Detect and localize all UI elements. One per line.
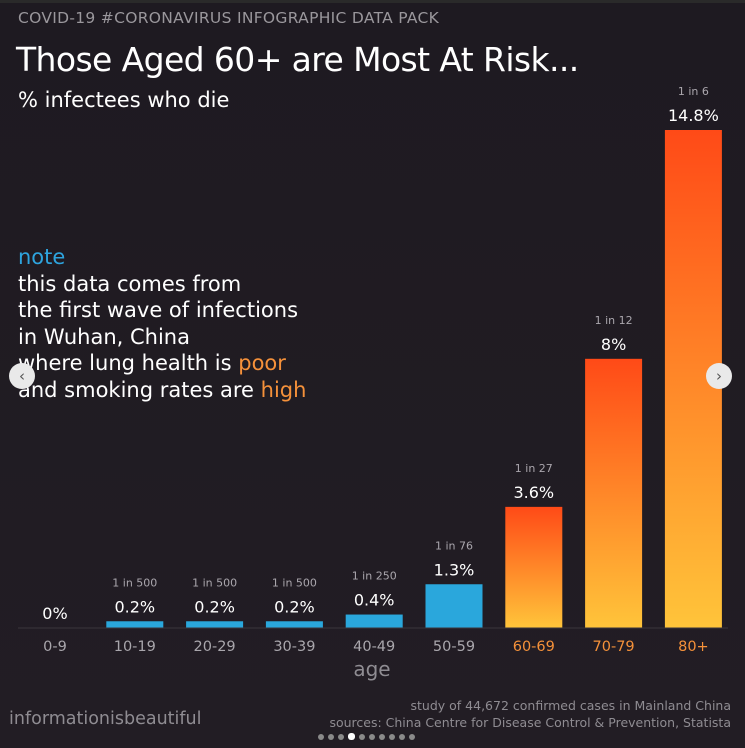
- note-accent-poor: poor: [238, 351, 286, 375]
- bar-30-39: [265, 621, 323, 628]
- bars-layer: 0% 0-9 0.2% 1 in 500 10-19 0.2% 1 in 500 20-29 0…: [42, 85, 722, 655]
- pagination-dot[interactable]: [348, 733, 355, 740]
- note-line-4: where lung health is poor: [18, 350, 306, 377]
- x-tick-label-50-59: 50-59: [433, 639, 475, 655]
- value-label-40-49: 0.4%: [354, 591, 395, 610]
- bar-70-79: [585, 358, 643, 628]
- ratio-label-70-79: 1 in 12: [595, 314, 633, 327]
- next-slide-button[interactable]: ›: [706, 363, 732, 389]
- note-accent-high: high: [260, 377, 307, 402]
- pagination-dot[interactable]: [409, 733, 415, 740]
- ratio-label-40-49: 1 in 250: [352, 570, 397, 583]
- pagination-dot[interactable]: [328, 733, 334, 740]
- ratio-label-20-29: 1 in 500: [192, 576, 237, 589]
- x-tick-label-30-39: 30-39: [273, 639, 315, 655]
- page-title: Those Aged 60+ are Most At Risk...: [16, 40, 579, 79]
- ratio-label-60-69: 1 in 27: [515, 462, 553, 475]
- header-kicker: COVID-19 #CORONAVIRUS INFOGRAPHIC DATA P…: [18, 9, 440, 27]
- x-tick-label-70-79: 70-79: [593, 639, 635, 655]
- value-label-30-39: 0.2%: [274, 597, 315, 616]
- pagination-dot[interactable]: [359, 733, 365, 740]
- pagination-dot[interactable]: [369, 733, 375, 740]
- footnote: study of 44,672 confirmed cases in Mainl…: [329, 697, 731, 731]
- bar-50-59: [425, 584, 483, 628]
- ratio-label-30-39: 1 in 500: [272, 576, 317, 589]
- value-label-60-69: 3.6%: [513, 483, 554, 502]
- value-label-80+: 14.8%: [668, 106, 719, 125]
- previous-slide-button[interactable]: ‹: [9, 363, 35, 389]
- bar-10-19: [106, 621, 164, 628]
- note-line-5-text: and smoking rates are: [18, 377, 261, 402]
- value-label-10-19: 0.2%: [114, 597, 155, 616]
- chevron-right-icon: ›: [716, 367, 722, 385]
- chevron-left-icon: ‹: [19, 367, 25, 385]
- pagination-dot[interactable]: [379, 733, 385, 740]
- note-line-4-text: where lung health is: [18, 351, 239, 375]
- note-line-1: this data comes from: [18, 271, 242, 296]
- x-tick-label-0-9: 0-9: [43, 639, 67, 655]
- bar-40-49: [345, 614, 403, 628]
- value-label-0-9: 0%: [42, 604, 67, 623]
- pagination-dot[interactable]: [338, 733, 344, 740]
- x-axis-label: age: [353, 657, 391, 681]
- bar-60-69: [505, 506, 563, 628]
- x-tick-label-20-29: 20-29: [194, 639, 236, 655]
- value-label-50-59: 1.3%: [434, 560, 475, 579]
- top-divider: [0, 0, 745, 3]
- bar-20-29: [186, 621, 244, 628]
- x-tick-label-10-19: 10-19: [114, 639, 156, 655]
- pagination-dot[interactable]: [399, 733, 405, 740]
- brand-logo-text: informationisbeautiful: [9, 709, 202, 729]
- x-tick-label-40-49: 40-49: [353, 639, 395, 655]
- carousel-pagination: [318, 726, 419, 740]
- note-label: note: [18, 245, 66, 269]
- note-block: note this data comes from the first wave…: [18, 244, 306, 403]
- x-tick-label-80+: 80+: [678, 639, 709, 655]
- note-line-3: in Wuhan, China: [18, 324, 190, 349]
- ratio-label-80+: 1 in 6: [678, 85, 709, 98]
- value-label-20-29: 0.2%: [194, 597, 235, 616]
- pagination-dot[interactable]: [389, 733, 395, 740]
- note-line-5: and smoking rates are high: [18, 377, 306, 404]
- study-note: study of 44,672 confirmed cases in Mainl…: [410, 698, 731, 713]
- note-line-2: the first wave of infections: [18, 298, 299, 322]
- sources-note: sources: China Centre for Disease Contro…: [329, 715, 731, 730]
- ratio-label-10-19: 1 in 500: [112, 576, 157, 589]
- x-tick-label-60-69: 60-69: [513, 639, 555, 655]
- ratio-label-50-59: 1 in 76: [435, 539, 473, 552]
- value-label-70-79: 8%: [601, 335, 626, 354]
- chart-subtitle: % infectees who die: [18, 88, 230, 112]
- pagination-dot[interactable]: [318, 733, 324, 740]
